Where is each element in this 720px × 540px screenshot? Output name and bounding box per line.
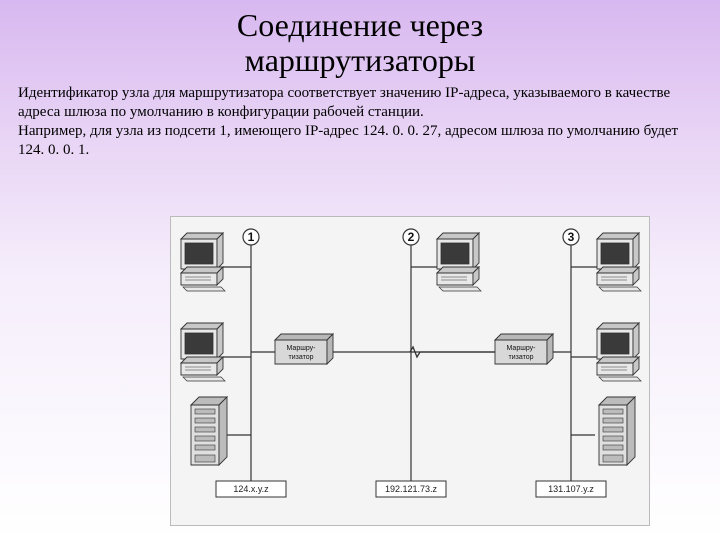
page-title: Соединение через маршрутизаторы — [0, 0, 720, 78]
svg-text:Маршру-: Маршру- — [507, 345, 537, 352]
svg-text:тизатор: тизатор — [289, 354, 314, 361]
paragraph-1: Идентификатор узла для маршрутизатора со… — [18, 85, 670, 120]
svg-text:тизатор: тизатор — [509, 354, 534, 361]
network-diagram: 1 2 3 124.x.y.z 192.121.73.z 131.107.y.z Маршр… — [171, 217, 651, 527]
body-text: Идентификатор узла для маршрутизатора со… — [0, 78, 720, 159]
svg-text:2: 2 — [408, 230, 415, 244]
title-line-1: Соединение через — [237, 7, 483, 43]
svg-text:131.107.y.z: 131.107.y.z — [548, 484, 594, 494]
network-diagram-container: 1 2 3 124.x.y.z 192.121.73.z 131.107.y.z Маршр… — [170, 216, 650, 526]
svg-text:3: 3 — [568, 230, 575, 244]
svg-text:Маршру-: Маршру- — [287, 345, 317, 352]
svg-text:124.x.y.z: 124.x.y.z — [233, 484, 269, 494]
svg-text:1: 1 — [248, 230, 255, 244]
paragraph-2: Например, для узла из подсети 1, имеющег… — [18, 123, 678, 158]
title-line-2: маршрутизаторы — [245, 42, 476, 78]
svg-text:192.121.73.z: 192.121.73.z — [385, 484, 438, 494]
